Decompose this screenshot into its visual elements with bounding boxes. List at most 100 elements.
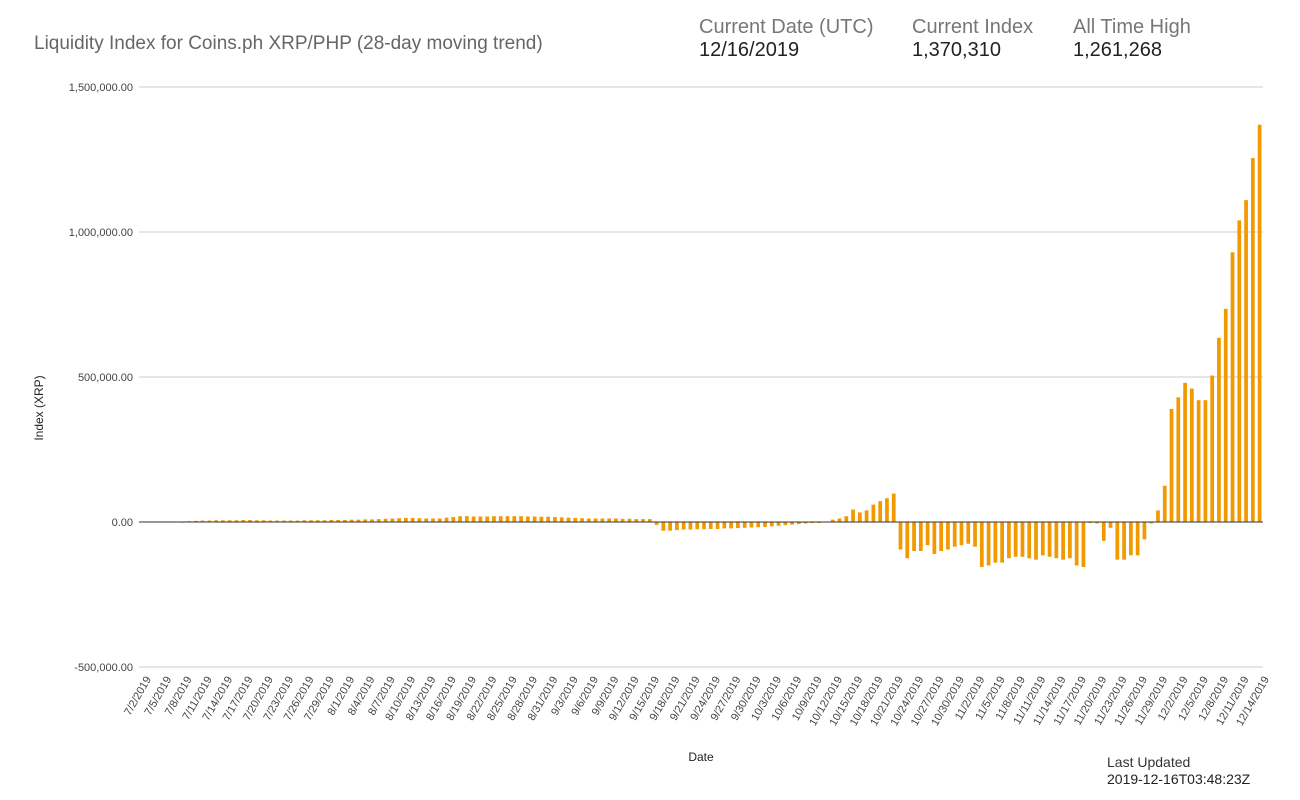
bar: [878, 501, 883, 522]
current-index-stat: Current Index 1,370,310: [912, 16, 1033, 62]
bar: [471, 516, 476, 522]
bar: [844, 516, 849, 522]
bar: [1135, 522, 1140, 556]
bar: [573, 517, 578, 522]
bar: [1007, 522, 1011, 559]
bar: [695, 522, 700, 530]
bar: [390, 518, 395, 522]
y-axis-title: Index (XRP): [32, 375, 46, 440]
bar: [871, 504, 876, 522]
bar: [275, 520, 279, 522]
all-time-high-value: 1,261,268: [1073, 39, 1162, 61]
bar: [268, 520, 273, 522]
y-tick-label: 1,500,000.00: [69, 82, 133, 94]
bar: [1000, 522, 1004, 563]
bar: [546, 516, 551, 522]
bar: [1115, 522, 1120, 560]
bar: [532, 516, 537, 522]
bar: [376, 519, 381, 522]
bar: [254, 520, 259, 522]
bar: [207, 520, 212, 522]
bar: [241, 519, 246, 522]
bar: [946, 522, 950, 550]
bar: [458, 516, 462, 522]
bar: [1196, 400, 1201, 522]
bar: [952, 522, 957, 547]
bar: [973, 522, 977, 547]
current-index-value: 1,370,310: [912, 39, 1001, 61]
bar: [675, 522, 679, 531]
bar: [1122, 522, 1126, 560]
bar: [891, 493, 896, 522]
bars: [146, 124, 1262, 567]
bar: [336, 519, 340, 522]
current-date-label: Current Date (UTC): [699, 16, 874, 38]
bar: [756, 522, 761, 528]
bar: [1027, 522, 1032, 559]
bar: [322, 520, 327, 522]
bar: [783, 522, 788, 526]
bar: [1189, 388, 1194, 522]
last-updated-value: 2019-12-16T03:48:23Z: [1107, 771, 1251, 787]
bar: [397, 518, 401, 522]
chart-title: Liquidity Index for Coins.ph XRP/PHP (28…: [34, 33, 543, 54]
bar: [1257, 124, 1262, 522]
bar: [295, 520, 300, 522]
bar: [614, 518, 618, 522]
bar: [315, 520, 320, 522]
bar: [769, 522, 774, 527]
bar: [1034, 522, 1038, 560]
bar: [1250, 158, 1255, 523]
bar: [505, 516, 510, 522]
bar: [1223, 308, 1228, 522]
y-tick-label: 500,000.00: [78, 372, 133, 384]
bar: [1108, 522, 1113, 528]
bar: [512, 516, 517, 522]
bar: [431, 518, 435, 522]
bar: [593, 518, 598, 522]
bar: [227, 520, 232, 522]
x-axis-title: Date: [688, 750, 714, 764]
bar: [1156, 510, 1160, 522]
bar: [857, 512, 862, 522]
bar: [1169, 408, 1174, 522]
current-index-label: Current Index: [912, 16, 1034, 38]
bar: [1129, 522, 1133, 556]
bar: [830, 519, 835, 522]
bar: [424, 518, 429, 522]
bar: [600, 518, 605, 522]
bar: [302, 520, 307, 522]
all-time-high-label: All Time High: [1073, 16, 1191, 38]
bar: [1068, 522, 1072, 559]
bar: [200, 520, 205, 522]
bar: [1047, 522, 1052, 557]
bar: [763, 522, 767, 527]
bar: [363, 519, 368, 522]
bar: [966, 522, 971, 544]
bar: [986, 522, 991, 566]
bar: [349, 519, 354, 522]
bar: [736, 522, 740, 529]
bar: [1176, 397, 1181, 522]
bar: [437, 518, 442, 522]
axes: -500,000.00 0.00 500,000.00 1,000,000.00 1,5…: [69, 82, 1272, 728]
bar: [498, 516, 503, 522]
bar: [1237, 220, 1242, 522]
bar: [221, 520, 225, 522]
bar: [1081, 522, 1086, 567]
bar: [722, 522, 727, 529]
bar: [282, 520, 286, 522]
bar: [1040, 522, 1045, 556]
bar: [309, 520, 313, 522]
bar: [790, 522, 794, 525]
bar: [356, 519, 361, 522]
bar: [959, 522, 964, 546]
bar: [1217, 337, 1221, 522]
bar: [580, 518, 584, 522]
bar: [234, 520, 239, 522]
y-tick-label: 0.00: [112, 517, 133, 529]
bar: [261, 520, 266, 522]
y-tick-label: -500,000.00: [74, 662, 133, 674]
bar: [654, 522, 659, 525]
